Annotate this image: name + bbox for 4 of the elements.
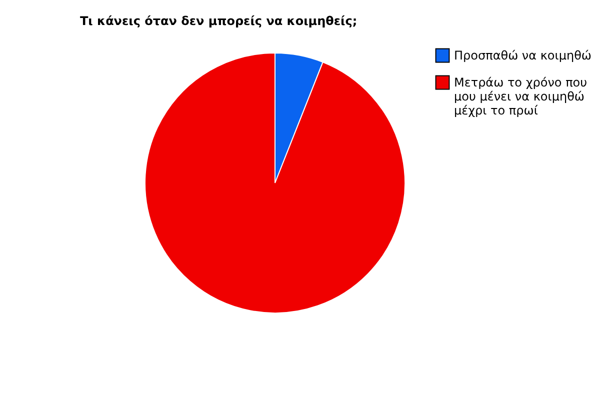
chart-title: Τι κάνεις όταν δεν μπορείς να κοιμηθείς; xyxy=(80,14,358,28)
legend-label: Μετράω το χρόνο που μου μένει να κοιμηθώ μέχρι το πρωί xyxy=(454,76,588,118)
pie-slice xyxy=(144,52,406,314)
legend-label: Προσπαθώ να κοιμηθώ xyxy=(454,48,592,62)
